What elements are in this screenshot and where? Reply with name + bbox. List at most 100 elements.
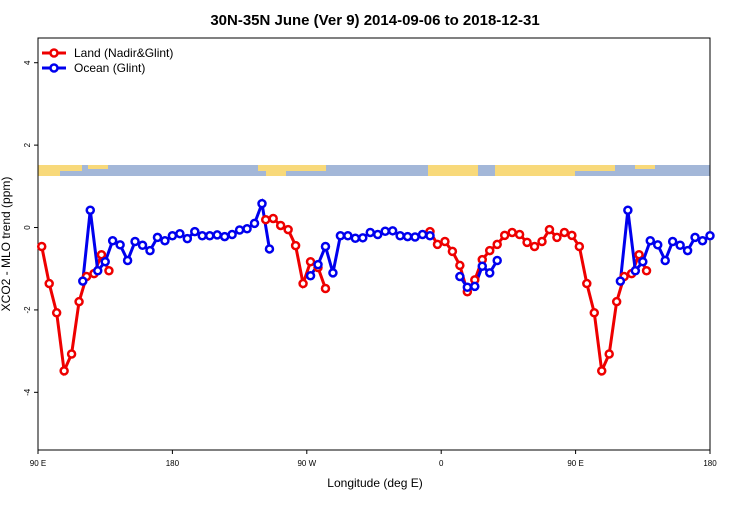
data-point bbox=[559, 227, 570, 238]
data-point bbox=[275, 220, 286, 231]
data-point bbox=[212, 230, 222, 240]
land-band bbox=[495, 165, 575, 176]
data-point bbox=[137, 240, 148, 250]
data-point bbox=[492, 239, 502, 250]
data-point bbox=[645, 235, 656, 246]
data-point bbox=[697, 235, 708, 246]
data-point bbox=[268, 213, 278, 224]
land-band bbox=[38, 171, 60, 176]
data-point bbox=[477, 261, 488, 271]
data-point bbox=[544, 224, 555, 235]
data-point bbox=[705, 231, 715, 241]
data-point bbox=[529, 241, 540, 252]
data-point bbox=[499, 230, 510, 241]
y-axis-label: XCO2 - MLO trend (ppm) bbox=[0, 177, 13, 312]
data-point bbox=[507, 227, 517, 238]
data-point bbox=[182, 233, 193, 244]
data-point bbox=[372, 229, 383, 240]
data-point bbox=[227, 229, 237, 240]
data-point bbox=[552, 232, 562, 243]
data-point bbox=[78, 276, 88, 286]
data-point bbox=[440, 236, 450, 247]
data-point bbox=[335, 231, 346, 241]
data-point bbox=[85, 205, 96, 215]
data-point bbox=[690, 232, 700, 243]
data-point bbox=[115, 240, 125, 250]
data-point bbox=[197, 231, 208, 241]
data-point bbox=[36, 241, 47, 252]
data-point bbox=[320, 241, 331, 252]
data-point bbox=[190, 226, 200, 237]
data-point bbox=[100, 256, 110, 267]
x-tick-label: 90 W bbox=[297, 459, 316, 468]
data-point bbox=[358, 233, 368, 243]
x-tick-label: 90 E bbox=[30, 459, 46, 468]
data-point bbox=[615, 276, 626, 286]
data-point bbox=[290, 240, 301, 251]
land-band bbox=[635, 165, 655, 169]
y-tick-label: -4 bbox=[23, 388, 32, 396]
land-band bbox=[575, 165, 615, 171]
data-point bbox=[514, 229, 525, 240]
data-point bbox=[682, 245, 693, 256]
land-strip bbox=[38, 165, 710, 176]
legend-swatch-marker bbox=[49, 63, 59, 73]
ocean-band bbox=[38, 165, 710, 176]
data-point bbox=[455, 271, 465, 282]
data-point bbox=[305, 270, 316, 281]
land-band bbox=[88, 165, 108, 169]
data-point bbox=[152, 232, 163, 243]
data-point bbox=[387, 226, 398, 236]
data-point bbox=[242, 224, 252, 234]
data-point bbox=[145, 245, 155, 256]
data-point bbox=[328, 268, 338, 278]
data-point bbox=[484, 245, 495, 256]
data-point bbox=[589, 308, 600, 318]
data-point bbox=[260, 214, 271, 225]
data-point bbox=[484, 268, 495, 278]
legend: Land (Nadir&Glint)Ocean (Glint) bbox=[42, 46, 173, 75]
data-point bbox=[596, 366, 607, 376]
data-point bbox=[462, 282, 473, 293]
data-point bbox=[313, 259, 323, 270]
data-point bbox=[634, 249, 644, 260]
chart-title: 30N-35N June (Ver 9) 2014-09-06 to 2018-… bbox=[210, 12, 539, 29]
data-point bbox=[219, 231, 230, 242]
x-axis-label: Longitude (deg E) bbox=[327, 476, 422, 490]
data-point bbox=[522, 237, 532, 248]
data-point bbox=[470, 281, 480, 292]
x-tick-label: 180 bbox=[703, 459, 717, 468]
data-point bbox=[567, 230, 577, 241]
data-point bbox=[630, 266, 641, 276]
legend-label: Ocean (Glint) bbox=[74, 61, 145, 75]
data-point bbox=[537, 236, 547, 247]
data-point bbox=[74, 296, 84, 307]
data-point bbox=[92, 266, 103, 276]
data-point bbox=[122, 255, 133, 266]
data-point bbox=[447, 246, 458, 257]
x-tick-label: 90 E bbox=[567, 459, 583, 468]
data-point bbox=[160, 235, 170, 246]
data-point bbox=[604, 349, 614, 359]
data-point bbox=[167, 231, 178, 241]
data-point bbox=[402, 231, 413, 242]
data-point bbox=[343, 231, 353, 241]
land-band bbox=[266, 171, 286, 176]
data-point bbox=[667, 236, 678, 247]
data-point bbox=[66, 349, 77, 359]
data-point bbox=[107, 235, 118, 246]
data-point bbox=[350, 233, 361, 243]
data-point bbox=[59, 366, 69, 376]
data-point bbox=[660, 255, 670, 266]
data-point bbox=[574, 241, 585, 252]
data-point bbox=[432, 239, 443, 250]
data-point bbox=[175, 228, 185, 239]
data-point bbox=[44, 278, 54, 289]
data-point bbox=[365, 227, 376, 238]
land-band bbox=[258, 165, 326, 171]
data-point bbox=[257, 198, 267, 209]
data-point bbox=[104, 266, 114, 276]
data-point bbox=[51, 308, 62, 318]
